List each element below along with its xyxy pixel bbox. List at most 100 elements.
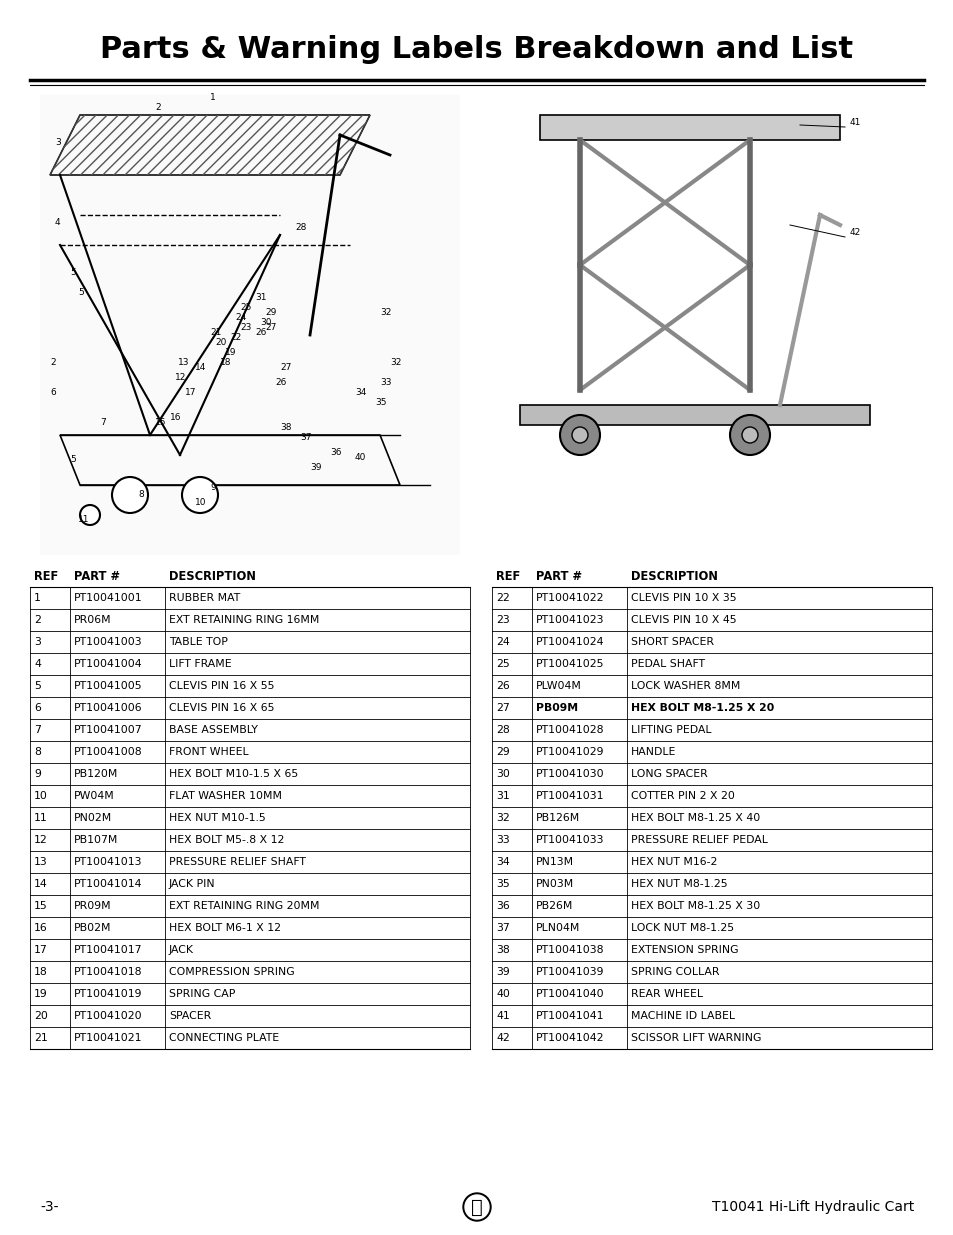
Text: CLEVIS PIN 16 X 55: CLEVIS PIN 16 X 55 xyxy=(169,680,274,692)
Bar xyxy=(30,806,470,829)
Text: 20: 20 xyxy=(214,338,226,347)
Text: 30: 30 xyxy=(496,769,509,779)
Bar xyxy=(492,763,931,785)
Bar xyxy=(30,1028,470,1049)
Text: PART #: PART # xyxy=(536,569,581,583)
Text: PT10041022: PT10041022 xyxy=(536,593,604,603)
Text: PT10041004: PT10041004 xyxy=(74,659,143,669)
Text: PT10041003: PT10041003 xyxy=(74,637,143,647)
Text: 20: 20 xyxy=(34,1011,48,1021)
Text: 2: 2 xyxy=(50,358,55,367)
Text: PN02M: PN02M xyxy=(74,813,112,823)
Bar xyxy=(492,851,931,873)
Text: 4: 4 xyxy=(34,659,41,669)
Bar xyxy=(30,653,470,676)
Text: 24: 24 xyxy=(496,637,509,647)
Text: 23: 23 xyxy=(496,615,509,625)
Text: 9: 9 xyxy=(34,769,41,779)
Bar xyxy=(30,895,470,918)
Bar xyxy=(492,1005,931,1028)
Text: MACHINE ID LABEL: MACHINE ID LABEL xyxy=(630,1011,734,1021)
Text: 4: 4 xyxy=(55,219,61,227)
Text: 5: 5 xyxy=(34,680,41,692)
Text: EXT RETAINING RING 16MM: EXT RETAINING RING 16MM xyxy=(169,615,319,625)
Text: 15: 15 xyxy=(154,417,167,427)
Bar xyxy=(30,609,470,631)
Text: 21: 21 xyxy=(210,329,221,337)
Bar xyxy=(492,719,931,741)
Text: 18: 18 xyxy=(34,967,48,977)
Text: PT10041018: PT10041018 xyxy=(74,967,142,977)
Text: PLW04M: PLW04M xyxy=(536,680,581,692)
Text: DESCRIPTION: DESCRIPTION xyxy=(630,569,717,583)
Text: 13: 13 xyxy=(178,358,190,367)
Text: 32: 32 xyxy=(390,358,401,367)
Bar xyxy=(492,587,931,609)
Text: SPACER: SPACER xyxy=(169,1011,211,1021)
Text: REAR WHEEL: REAR WHEEL xyxy=(630,989,702,999)
Text: 41: 41 xyxy=(496,1011,509,1021)
Text: SCISSOR LIFT WARNING: SCISSOR LIFT WARNING xyxy=(630,1032,760,1044)
Text: PLN04M: PLN04M xyxy=(536,923,579,932)
Text: Parts & Warning Labels Breakdown and List: Parts & Warning Labels Breakdown and Lis… xyxy=(100,36,853,64)
Text: HEX NUT M8-1.25: HEX NUT M8-1.25 xyxy=(630,879,727,889)
Bar xyxy=(492,697,931,719)
Text: LIFTING PEDAL: LIFTING PEDAL xyxy=(630,725,711,735)
Text: PN03M: PN03M xyxy=(536,879,574,889)
Circle shape xyxy=(80,505,100,525)
Text: 19: 19 xyxy=(225,348,236,357)
Bar xyxy=(30,873,470,895)
Text: 21: 21 xyxy=(34,1032,48,1044)
Text: PB126M: PB126M xyxy=(536,813,579,823)
Bar xyxy=(492,873,931,895)
Text: 3: 3 xyxy=(34,637,41,647)
Text: COMPRESSION SPRING: COMPRESSION SPRING xyxy=(169,967,294,977)
Bar xyxy=(492,741,931,763)
Circle shape xyxy=(559,415,599,454)
Text: PT10041031: PT10041031 xyxy=(536,790,604,802)
Text: 11: 11 xyxy=(78,515,90,524)
Bar xyxy=(492,983,931,1005)
Text: 7: 7 xyxy=(100,417,106,427)
Text: HEX NUT M16-2: HEX NUT M16-2 xyxy=(630,857,717,867)
Text: PT10041023: PT10041023 xyxy=(536,615,604,625)
Text: PW04M: PW04M xyxy=(74,790,114,802)
Text: 37: 37 xyxy=(496,923,509,932)
Bar xyxy=(492,1028,931,1049)
Text: PT10041041: PT10041041 xyxy=(536,1011,604,1021)
Text: 17: 17 xyxy=(185,388,196,396)
Text: PT10041006: PT10041006 xyxy=(74,703,143,713)
Text: PT10041042: PT10041042 xyxy=(536,1032,604,1044)
Text: FLAT WASHER 10MM: FLAT WASHER 10MM xyxy=(169,790,282,802)
Text: 29: 29 xyxy=(496,747,509,757)
Text: 14: 14 xyxy=(194,363,206,372)
Text: 27: 27 xyxy=(280,363,291,372)
Text: 1: 1 xyxy=(34,593,41,603)
Text: PT10041039: PT10041039 xyxy=(536,967,604,977)
Bar xyxy=(30,564,470,587)
Bar xyxy=(30,719,470,741)
Text: 24: 24 xyxy=(234,312,246,322)
Text: 2: 2 xyxy=(154,103,160,112)
Circle shape xyxy=(729,415,769,454)
Text: PT10041028: PT10041028 xyxy=(536,725,604,735)
Text: RUBBER MAT: RUBBER MAT xyxy=(169,593,240,603)
Text: PB120M: PB120M xyxy=(74,769,118,779)
Text: PART #: PART # xyxy=(74,569,120,583)
Text: 6: 6 xyxy=(34,703,41,713)
Text: PB26M: PB26M xyxy=(536,902,573,911)
Text: PEDAL SHAFT: PEDAL SHAFT xyxy=(630,659,704,669)
Text: 3: 3 xyxy=(55,138,61,147)
Text: 19: 19 xyxy=(34,989,48,999)
Text: 33: 33 xyxy=(496,835,509,845)
Text: 32: 32 xyxy=(496,813,509,823)
Text: 36: 36 xyxy=(330,448,341,457)
Text: 29: 29 xyxy=(265,308,276,317)
Circle shape xyxy=(462,1193,491,1221)
Text: 23: 23 xyxy=(240,324,251,332)
Text: BASE ASSEMBLY: BASE ASSEMBLY xyxy=(169,725,257,735)
Circle shape xyxy=(464,1195,489,1219)
Bar xyxy=(30,961,470,983)
Text: PR06M: PR06M xyxy=(74,615,112,625)
Bar xyxy=(30,983,470,1005)
